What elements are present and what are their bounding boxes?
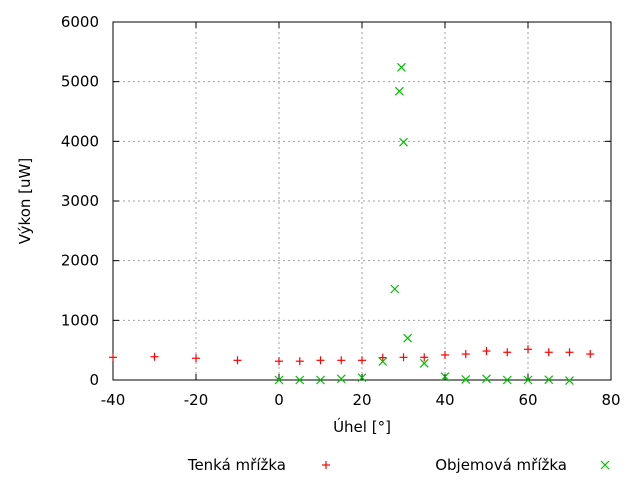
- legend-label-tenka: Tenká mřížka: [187, 456, 286, 474]
- legend-marker-tenka: [322, 461, 330, 469]
- objemova-data-point: [482, 374, 491, 384]
- tenka-data-point: [565, 348, 574, 357]
- tenka-data-point: [544, 348, 553, 357]
- tenka-data-point: [524, 345, 532, 354]
- objemova-data-point: [523, 375, 533, 385]
- objemova-data-point: [565, 376, 574, 386]
- y-tick-label: 5000: [61, 73, 99, 91]
- objemova-data-point: [544, 375, 554, 385]
- y-axis-label: Výkon [uW]: [16, 158, 34, 244]
- objemova-data-point: [440, 372, 450, 382]
- tenka-data-point: [420, 353, 429, 362]
- tenka-data-point: [109, 353, 117, 362]
- grid: [113, 22, 611, 380]
- tenka-data-point: [295, 357, 304, 366]
- tenka-data-point: [461, 350, 470, 359]
- legend-marker-objemova: [600, 460, 610, 470]
- objemova-data-point: [397, 62, 406, 72]
- objemova-data-point: [378, 357, 388, 366]
- y-tick-label: 2000: [61, 252, 99, 270]
- y-tick-label: 6000: [61, 13, 99, 31]
- tenka-data-point: [399, 353, 408, 362]
- plot-border: [112, 21, 612, 381]
- objemova-data-point: [394, 86, 404, 96]
- objemova-data-point: [295, 375, 305, 385]
- y-tick-label: 1000: [61, 311, 99, 329]
- x-tick-label: -40: [101, 391, 126, 409]
- objemova-data-point: [316, 375, 325, 385]
- objemova-data-point: [357, 373, 367, 383]
- y-tick-label: 4000: [61, 132, 99, 150]
- tenka-data-point: [233, 356, 242, 365]
- tenka-data-point: [337, 356, 346, 365]
- x-tick-label: 80: [601, 391, 620, 409]
- objemova-data-point: [274, 375, 284, 385]
- legend-x-marker: [600, 460, 610, 470]
- x-axis-label: Úhel [°]: [333, 417, 391, 436]
- tenka-data-point: [378, 353, 387, 362]
- objemova-data-point: [390, 284, 400, 294]
- objemova-data-point: [461, 374, 471, 384]
- legend: Tenká mřížka Objemová mřížka: [187, 456, 610, 474]
- axis-ticks: -40 -20 0 20 40 60 80 0 1000 2000 3000 4000 5000 6000: [61, 13, 621, 409]
- objemova-data-point: [419, 358, 429, 368]
- x-tick-label: 40: [435, 391, 454, 409]
- tenka-data-point: [482, 347, 491, 356]
- tenka-data-point: [358, 356, 366, 365]
- legend-plus-marker: [322, 461, 330, 469]
- tenka-data-point: [441, 350, 449, 359]
- tenka-data-point: [503, 348, 512, 357]
- y-tick-label: 3000: [61, 192, 99, 210]
- tenka-data-point: [316, 356, 325, 365]
- x-tick-label: 20: [352, 391, 371, 409]
- data-points: [109, 62, 595, 386]
- objemova-data-point: [403, 333, 413, 343]
- objemova-data-point: [502, 375, 512, 385]
- x-tick-label: 60: [518, 391, 537, 409]
- tenka-data-point: [192, 354, 200, 363]
- x-tick-label: -20: [184, 391, 209, 409]
- tenka-data-point: [586, 350, 595, 359]
- y-tick-label: 0: [89, 371, 99, 389]
- tenka-data-point: [275, 357, 283, 366]
- tenka-data-point: [150, 352, 159, 361]
- legend-label-objemova: Objemová mřížka: [435, 456, 567, 474]
- objemova-data-point: [399, 137, 408, 147]
- x-tick-label: 0: [274, 391, 284, 409]
- objemova-data-point: [336, 374, 346, 384]
